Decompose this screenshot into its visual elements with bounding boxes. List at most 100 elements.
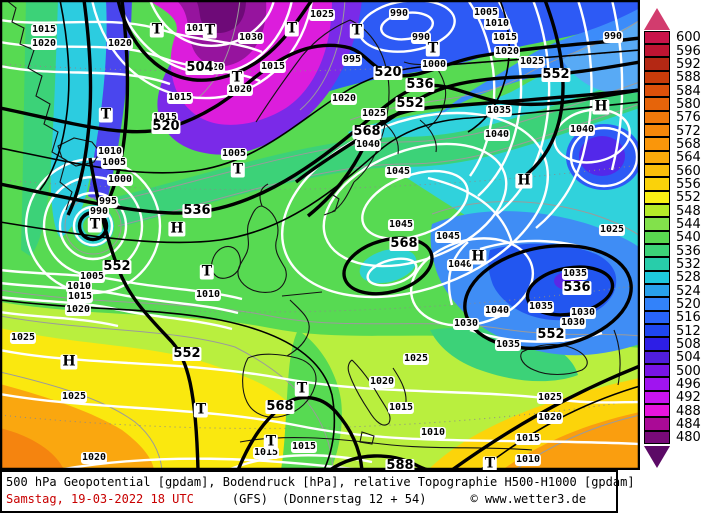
scale-swatch [644,137,670,151]
low-marker: T [294,380,310,397]
caption-model: (GFS) [231,492,268,506]
scale-entry: 564 [644,150,704,164]
low-marker: T [87,216,103,233]
scale-value: 508 [676,337,701,353]
scale-swatch [644,430,670,445]
geopotential-label: 536 [405,77,435,92]
pressure-label: 1020 [106,38,134,50]
pressure-label: 1020 [368,376,396,388]
pressure-label: 1000 [106,174,134,186]
scale-entry: 508 [644,337,704,353]
caption-date: Samstag, 19-03-2022 18 UTC [6,492,194,506]
scale-value: 488 [676,403,701,419]
scale-value: 520 [676,297,701,313]
high-marker: H [469,248,487,265]
scale-value: 532 [676,257,701,273]
scale-entry: 516 [644,310,704,326]
scale-value: 540 [676,230,701,246]
caption-box: 500 hPa Geopotential [gpdam], Bodendruck… [0,470,635,513]
pressure-label: 1025 [536,392,564,404]
geopotential-label: 536 [562,280,592,295]
scale-swatch [644,150,670,164]
pressure-label: 1015 [252,447,280,459]
scale-entry: 536 [644,244,704,258]
scale-swatch [644,83,670,98]
high-marker: H [592,98,610,115]
pressure-label: 1020 [80,452,108,464]
low-marker: T [349,22,365,39]
low-marker: T [98,106,114,123]
pressure-label: 1010 [194,289,222,301]
coastlines [5,0,621,451]
scale-entry: 524 [644,284,704,298]
scale-swatch [644,230,670,244]
pressure-label: 1025 [598,224,626,236]
pressure-label: 1005 [100,157,128,169]
scale-entry: 588 [644,70,704,84]
pressure-label: 1045 [434,231,462,243]
pressure-label: 1020 [226,84,254,96]
pressure-label: 995 [97,196,119,208]
pressure-label: 1025 [308,9,336,21]
pressure-label: 1010 [419,427,447,439]
scale-value: 572 [676,123,701,139]
pressure-label: 1020 [493,46,521,58]
pressure-label: 1025 [360,108,388,120]
scale-swatch [644,43,670,58]
geopotential-label: 568 [265,399,295,414]
scale-entry: 600 [644,30,704,46]
pressure-label: 1030 [559,317,587,329]
pressure-label: 995 [341,54,363,66]
pressure-label: 990 [410,32,432,44]
scale-swatch [644,284,670,298]
low-marker: T [202,22,218,39]
scale-value: 584 [676,83,701,99]
scale-entry: 488 [644,403,704,419]
scale-value: 516 [676,310,701,326]
scale-entry: 528 [644,270,704,286]
scale-entry: 568 [644,137,704,151]
scale-value: 480 [676,430,701,446]
geopotential-label: 568 [389,236,419,251]
scale-value: 592 [676,56,701,72]
scale-swatch [644,404,670,418]
scale-swatch [644,203,670,218]
geopotential-label: 568 [352,124,382,139]
scale-value: 500 [676,363,701,379]
scale-entry: 548 [644,203,704,218]
pressure-label: 990 [388,8,410,20]
low-marker: T [229,69,245,86]
pressure-label: 1010 [96,146,124,158]
scale-entry: 580 [644,97,704,111]
scale-swatch [644,310,670,325]
scale-swatch [644,257,670,271]
scale-swatch [644,97,670,111]
pressure-label: 1045 [387,219,415,231]
pressure-label: 990 [88,206,110,218]
pressure-label: 1005 [78,271,106,283]
caption-credit: © www.wetter3.de [470,492,587,506]
geopotential-label: 552 [395,96,425,111]
pressure-label: 1025 [518,56,546,68]
scale-entry: 556 [644,177,704,191]
scale-value: 600 [676,30,701,46]
geopotential-label: 552 [102,259,132,274]
scale-entry: 532 [644,257,704,273]
scale-swatch [644,297,670,311]
pressure-label: 1020 [330,93,358,105]
scale-value: 492 [676,390,701,406]
scale-entry: 484 [644,417,704,431]
scale-value: 560 [676,163,701,179]
geopotential-label: 536 [182,203,212,218]
scale-swatch [644,217,670,231]
pressure-label: 1010 [483,18,511,30]
pressure-label: 1020 [30,38,58,50]
scale-swatch [644,177,670,191]
scale-value: 528 [676,270,701,286]
scale-swatch [644,364,670,378]
geopotential-label: 520 [151,119,181,134]
pressure-label: 1015 [387,402,415,414]
pressure-label: 1040 [354,139,382,151]
low-marker: T [193,401,209,418]
